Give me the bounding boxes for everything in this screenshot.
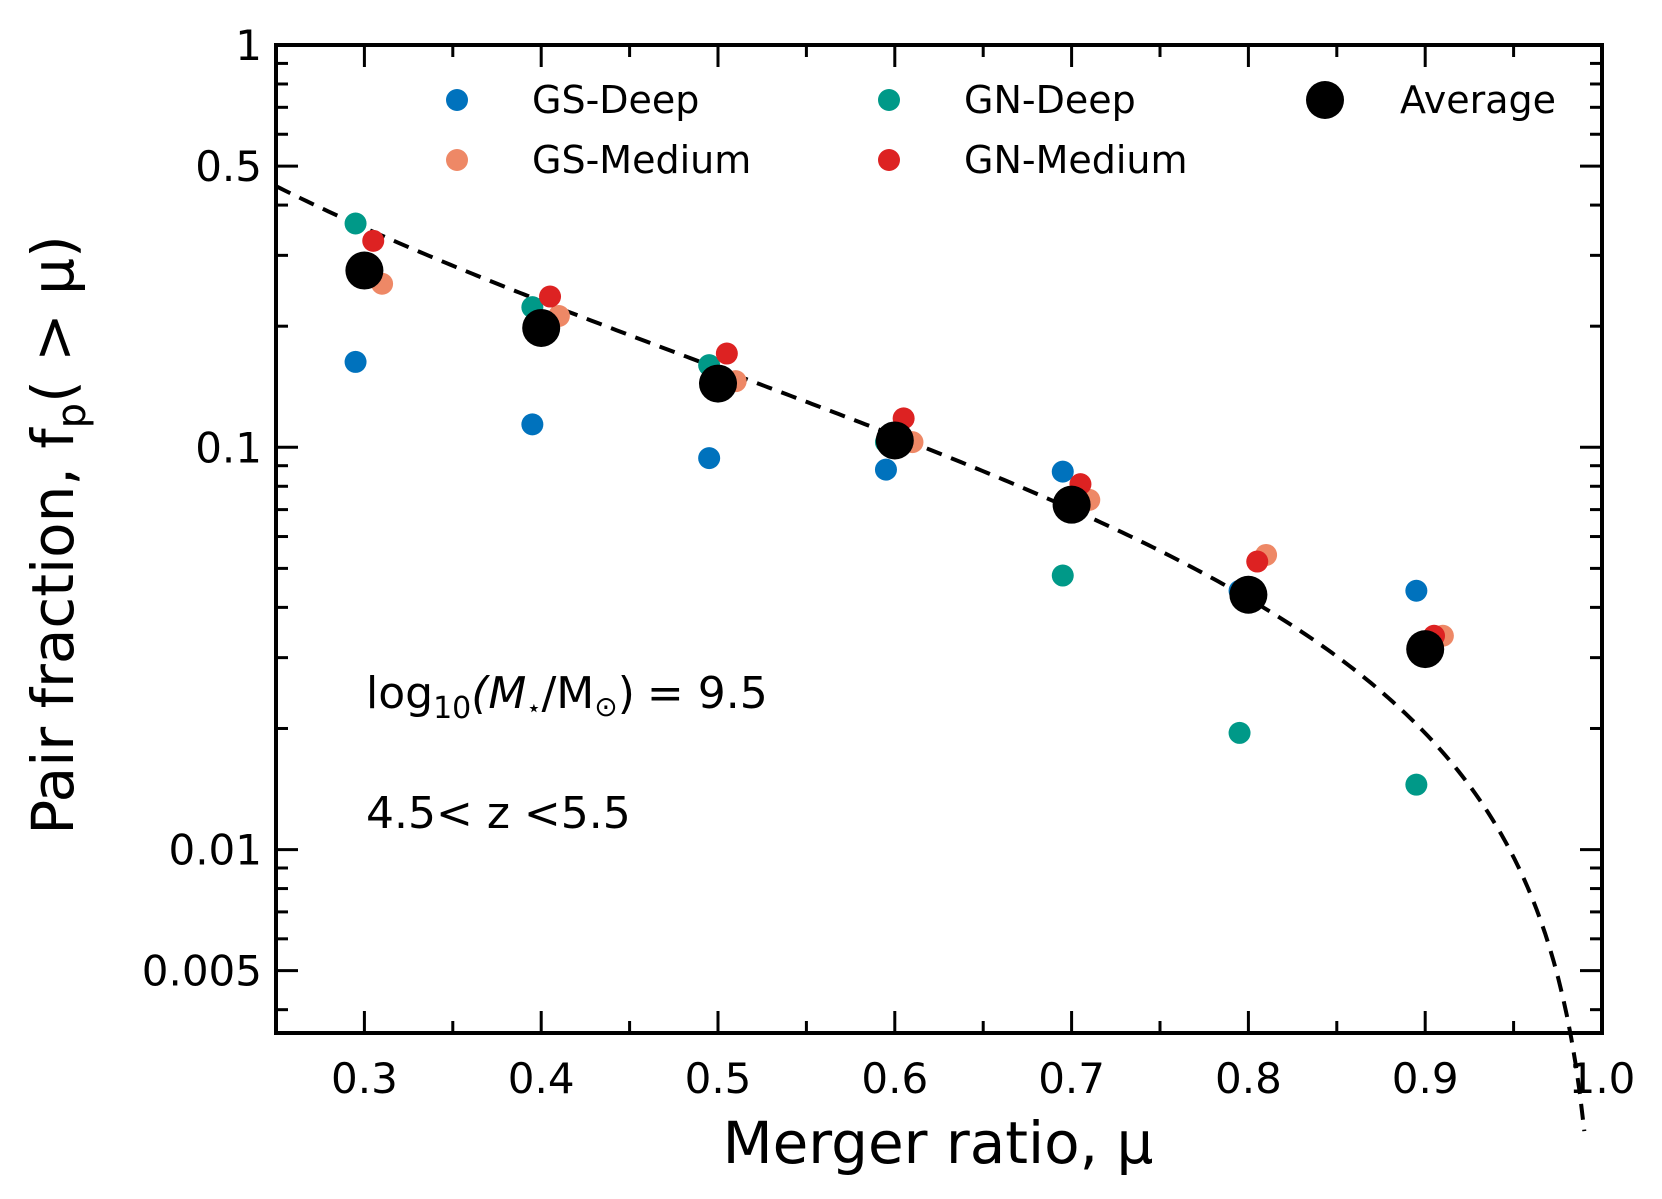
gn-deep-point: [344, 212, 367, 235]
legend-marker-gs-deep: [446, 89, 468, 111]
mass-star-symbol: ⋆: [526, 694, 541, 722]
gn-medium-point: [539, 285, 562, 308]
average-point: [1406, 630, 1445, 669]
gn-deep-point: [1405, 773, 1428, 796]
series-gn-medium: [362, 229, 1446, 647]
legend-marker-gn-deep: [878, 89, 900, 111]
mass-slash-m: /M: [541, 668, 594, 719]
y-tick-label-0-01: 0.01: [168, 826, 262, 875]
legend-label-gn-medium: GN-Medium: [964, 138, 1188, 182]
legend-label-gn-deep: GN-Deep: [964, 78, 1136, 122]
x-tick-label-0-9: 0.9: [1392, 1054, 1459, 1103]
average-point: [699, 364, 737, 403]
gs-deep-point: [874, 458, 897, 481]
gn-medium-point: [715, 342, 738, 365]
mass-log-text: log: [366, 668, 433, 719]
legend-marker-gn-medium: [878, 149, 900, 171]
legend-marker-average: [1306, 81, 1344, 119]
mass-value: = 9.5: [647, 668, 768, 719]
average-point: [345, 251, 384, 290]
average-point: [875, 421, 914, 460]
plot-frame: [274, 43, 1604, 1035]
y-axis-title-main: Pair fraction, f: [19, 427, 87, 835]
gn-medium-point: [1246, 550, 1269, 573]
gs-deep-point: [1405, 579, 1428, 602]
y-axis-title-subscript: p: [49, 403, 95, 428]
fit-curve-dashed-line: [275, 184, 1587, 1132]
mass-sun-symbol: ⊙: [594, 690, 617, 723]
x-tick-label-0-5: 0.5: [685, 1054, 752, 1103]
legend-label-gs-medium: GS-Medium: [532, 138, 751, 182]
legend-label-average: Average: [1400, 78, 1556, 122]
y-tick-label-0-005: 0.005: [142, 947, 262, 996]
gs-deep-point: [521, 413, 544, 436]
legend-label-gs-deep: GS-Deep: [532, 78, 699, 122]
x-tick-label-0-6: 0.6: [861, 1054, 928, 1103]
series-average: [345, 251, 1445, 669]
average-point: [1052, 485, 1091, 524]
gn-deep-point: [1051, 564, 1074, 587]
gn-medium-point: [362, 229, 385, 252]
x-tick-label-0-4: 0.4: [508, 1054, 575, 1103]
redshift-annotation: 4.5< z <5.5: [366, 788, 631, 839]
mass-annotation: log10(M⋆/M⊙) = 9.5: [366, 668, 768, 726]
x-tick-label-1-0: 1.0: [1569, 1054, 1636, 1103]
legend-item-gs-deep: GS-Deep: [446, 78, 699, 122]
legend-item-average: Average: [1306, 78, 1556, 122]
y-tick-label-1: 1: [235, 21, 262, 70]
gn-deep-point: [1228, 721, 1251, 744]
y-axis-title: Pair fraction, fp( > μ): [19, 235, 95, 834]
legend-marker-gs-medium: [446, 149, 468, 171]
y-tick-label-0-1: 0.1: [195, 423, 262, 472]
x-tick-labels: 0.3 0.4 0.5 0.6 0.7 0.8 0.9 1.0: [331, 1054, 1635, 1103]
y-tick-label-0-5: 0.5: [195, 142, 262, 191]
legend-item-gn-medium: GN-Medium: [878, 138, 1188, 182]
mass-open-m: (M: [471, 668, 526, 719]
gs-deep-point: [1051, 460, 1074, 483]
legend-item-gs-medium: GS-Medium: [446, 138, 751, 182]
y-axis-title-suffix: ( > μ): [19, 235, 87, 403]
legend-item-gn-deep: GN-Deep: [878, 78, 1136, 122]
average-point: [522, 308, 561, 347]
x-tick-label-0-7: 0.7: [1038, 1054, 1105, 1103]
legend: GS-Deep GS-Medium GN-Deep GN-Medium Average: [446, 78, 1556, 182]
gs-deep-point: [344, 350, 367, 373]
mass-log-subscript: 10: [433, 691, 471, 726]
average-point: [1229, 575, 1268, 614]
x-tick-label-0-3: 0.3: [331, 1054, 398, 1103]
x-tick-label-0-8: 0.8: [1215, 1054, 1282, 1103]
mass-close-paren: ): [618, 668, 635, 719]
y-tick-labels: 0.005 0.01 0.1 0.5 1: [142, 21, 262, 996]
data-points: [344, 212, 1454, 796]
gs-deep-point: [698, 447, 721, 470]
x-axis-title: Merger ratio, μ: [723, 1109, 1154, 1177]
